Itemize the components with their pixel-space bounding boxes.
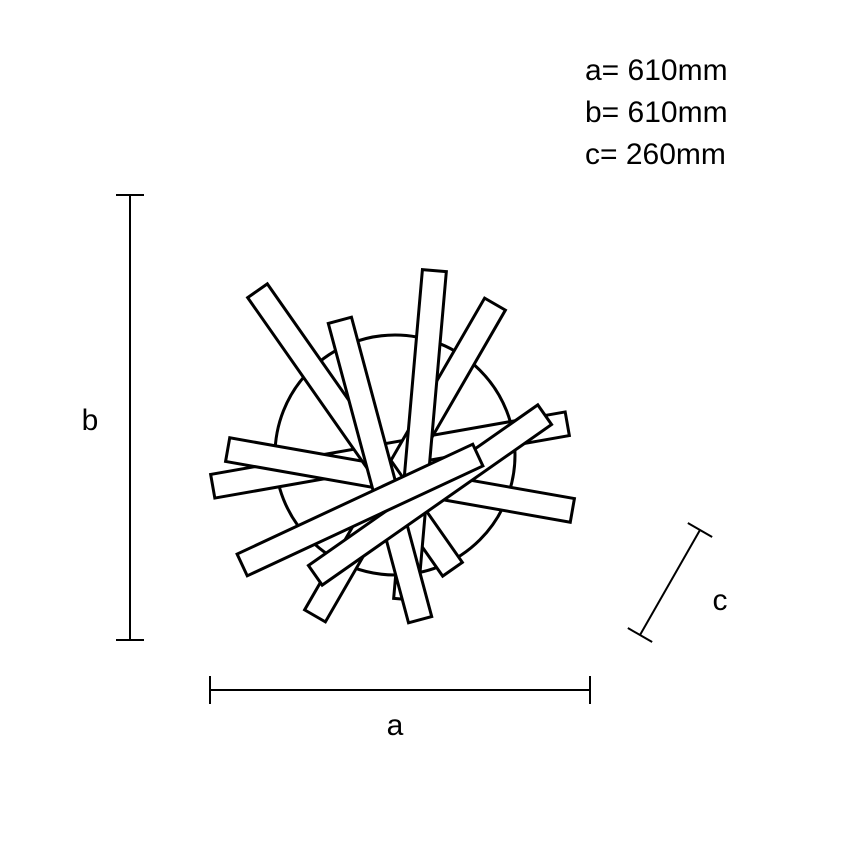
dim-label-b: b: [82, 404, 99, 437]
dim-line-a: [210, 676, 590, 704]
legend-item-a: a= 610mm: [585, 54, 728, 87]
legend-item-b: b= 610mm: [585, 96, 728, 129]
dim-label-c: c: [713, 584, 728, 617]
legend-item-c: c= 260mm: [585, 138, 726, 171]
dim-label-a: a: [387, 709, 404, 742]
dimension-legend: a= 610mm b= 610mm c= 260mm: [585, 54, 728, 171]
lamp-top-view: [211, 270, 575, 623]
dim-line-c: [628, 523, 712, 642]
dim-line-b: [116, 195, 144, 640]
technical-diagram: a= 610mm b= 610mm c= 260mm a b c: [0, 0, 868, 868]
